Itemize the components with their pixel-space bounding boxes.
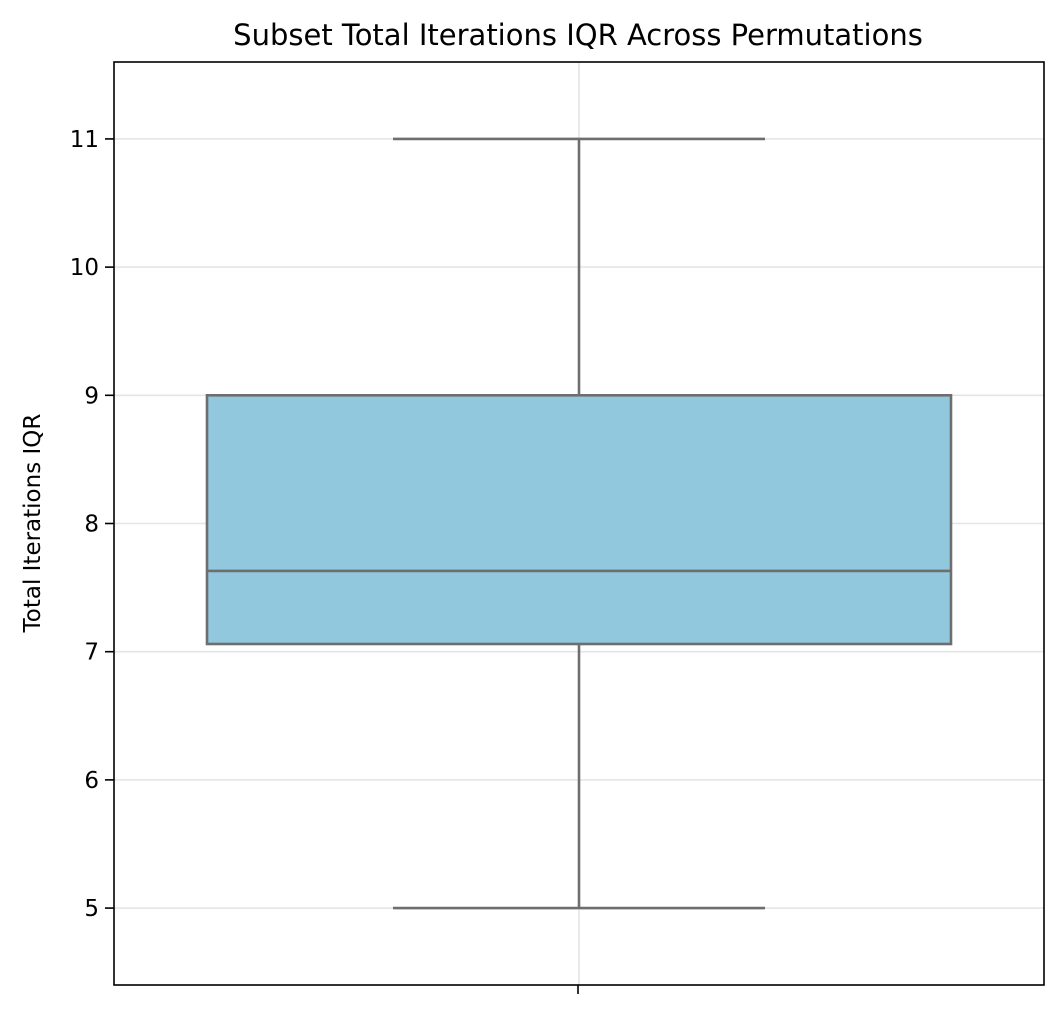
y-tick-label: 7 xyxy=(84,640,99,666)
chart-title: Subset Total Iterations IQR Across Permu… xyxy=(233,18,923,52)
box-plot-series xyxy=(205,137,953,910)
y-tick-label: 11 xyxy=(70,127,99,153)
y-tick-label: 9 xyxy=(84,383,99,409)
y-tick-label: 8 xyxy=(84,512,99,538)
y-axis-label: Total Iterations IQR xyxy=(20,414,46,634)
y-tick-label: 10 xyxy=(70,255,99,281)
iqr-box xyxy=(205,394,953,646)
y-tick-label: 6 xyxy=(84,768,99,794)
y-axis-ticks: 5 6 7 8 9 10 11 xyxy=(70,127,114,922)
y-tick-label: 5 xyxy=(84,896,99,922)
